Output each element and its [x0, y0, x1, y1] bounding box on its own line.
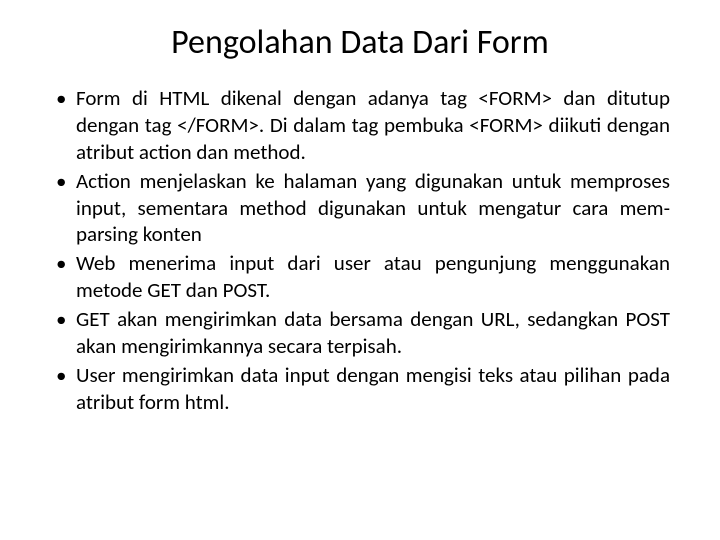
- list-item: User mengirimkan data input dengan mengi…: [50, 362, 670, 416]
- slide-title: Pengolahan Data Dari Form: [50, 22, 670, 63]
- bullet-list: Form di HTML dikenal dengan adanya tag <…: [50, 85, 670, 416]
- slide: Pengolahan Data Dari Form Form di HTML d…: [0, 0, 720, 540]
- list-item: GET akan mengirimkan data bersama dengan…: [50, 306, 670, 360]
- list-item: Web menerima input dari user atau pengun…: [50, 250, 670, 304]
- list-item: Action menjelaskan ke halaman yang digun…: [50, 168, 670, 249]
- list-item: Form di HTML dikenal dengan adanya tag <…: [50, 85, 670, 166]
